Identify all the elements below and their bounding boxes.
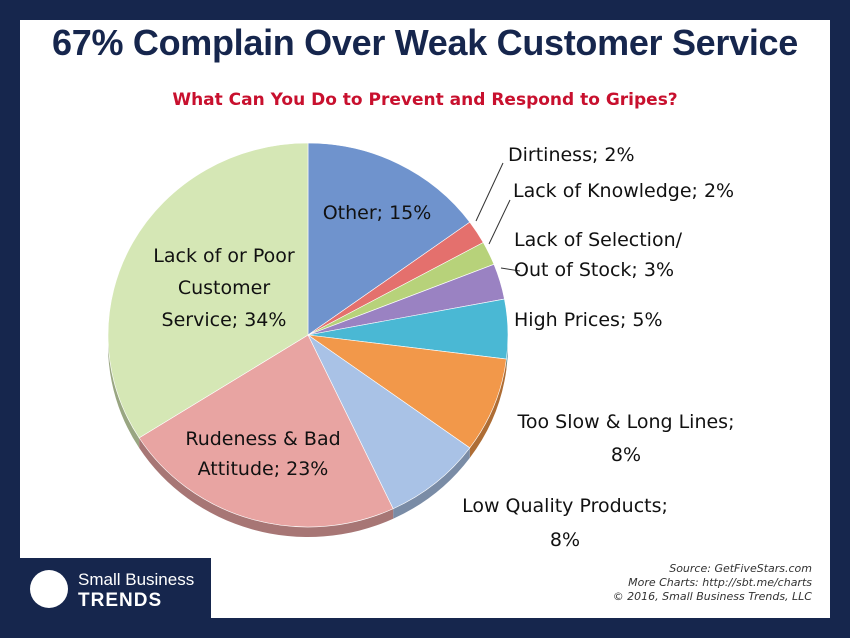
pie-slice: [138, 334, 394, 528]
slice-label: Lack of Selection/: [514, 229, 683, 251]
pie-slices: [107, 142, 509, 537]
pie-slice: [107, 142, 309, 439]
slice-label: Low Quality Products;: [462, 495, 668, 517]
pie-slice-side: [469, 359, 507, 458]
chart-title: 67% Complain Over Weak Customer Service: [52, 22, 798, 63]
leader-line: [488, 199, 511, 245]
source-line: Source: GetFiveStars.com: [669, 562, 812, 575]
leader-line: [475, 162, 504, 222]
pie-slice-side: [393, 447, 470, 519]
slice-label: Dirtiness; 2%: [508, 144, 635, 166]
slice-label: Too Slow & Long Lines;: [517, 411, 735, 433]
brand-logo: Small Business TRENDS: [20, 558, 211, 620]
slice-label: Other; 15%: [323, 202, 432, 224]
slice-label: 8%: [550, 529, 580, 551]
pie-slice: [307, 334, 507, 449]
slice-labels: Other; 15% Dirtiness; 2% Lack of Knowledge…: [153, 144, 734, 551]
source-credits: Source: GetFiveStars.com More Charts: ht…: [613, 562, 812, 604]
slice-label: Customer: [178, 277, 270, 299]
leader-lines: [475, 162, 521, 272]
slice-label: Service; 34%: [162, 309, 287, 331]
slice-label: Rudeness & Bad: [185, 428, 340, 450]
slice-label: Lack of or Poor: [153, 245, 295, 267]
slice-label: Attitude; 23%: [198, 458, 329, 480]
pie-slice-side: [108, 335, 140, 448]
pie-slice: [307, 142, 471, 336]
slice-label: Lack of Knowledge; 2%: [513, 180, 734, 202]
logo-text-top: Small Business: [78, 570, 195, 589]
leader-line: [500, 267, 521, 272]
logo-text-bottom: TRENDS: [78, 590, 163, 611]
chart-subtitle: What Can You Do to Prevent and Respond t…: [172, 90, 678, 110]
slice-label: High Prices; 5%: [514, 309, 663, 331]
slice-label: 8%: [611, 444, 641, 466]
copyright-line: © 2016, Small Business Trends, LLC: [612, 590, 812, 603]
slice-label: Out of Stock; 3%: [514, 259, 674, 281]
logo-circle-icon: [30, 570, 68, 608]
more-charts-line: More Charts: http://sbt.me/charts: [628, 576, 812, 589]
pie-slice-side: [139, 437, 394, 537]
pie-slice: [307, 334, 471, 510]
